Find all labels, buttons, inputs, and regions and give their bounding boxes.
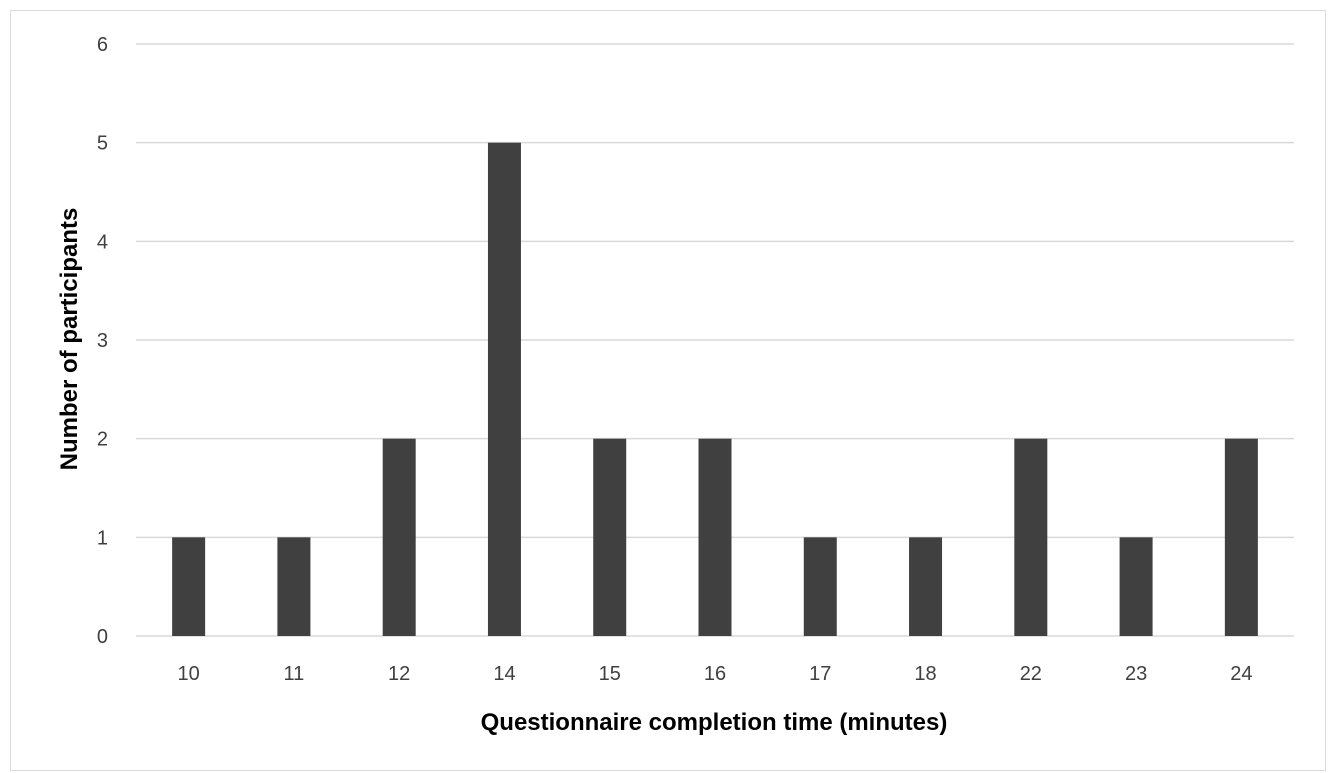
x-tick-labels: 10 11 12 14 15 16 17 18 22 23 24 <box>178 663 1253 685</box>
y-axis-title: Number of participants <box>56 208 83 471</box>
y-tick-labels: 0 1 2 3 4 5 6 <box>97 34 108 648</box>
y-tick-label: 6 <box>97 34 108 56</box>
x-tick-label: 10 <box>178 663 200 685</box>
x-tick-label: 14 <box>493 663 515 685</box>
bars <box>172 142 1258 636</box>
y-tick-label: 1 <box>97 527 108 549</box>
bar-15 <box>593 438 627 636</box>
y-tick-label: 5 <box>97 133 108 155</box>
x-tick-label: 17 <box>809 663 831 685</box>
chart-frame <box>10 10 1326 771</box>
x-tick-label: 11 <box>284 663 305 685</box>
x-tick-label: 16 <box>704 663 726 685</box>
x-tick-label: 12 <box>388 663 410 685</box>
x-tick-label: 18 <box>914 663 936 685</box>
x-tick-label: 23 <box>1125 663 1147 685</box>
x-tick-label: 22 <box>1020 663 1042 685</box>
x-tick-label: 15 <box>599 663 621 685</box>
bar-10 <box>172 537 206 636</box>
bar-24 <box>1224 438 1258 636</box>
bar-11 <box>277 537 311 636</box>
bar-22 <box>1014 438 1048 636</box>
y-tick-label: 0 <box>97 626 108 648</box>
x-tick-label: 24 <box>1230 663 1252 685</box>
bar-18 <box>909 537 943 636</box>
y-tick-label: 4 <box>97 231 108 253</box>
x-axis-title: Questionnaire completion time (minutes) <box>481 709 948 736</box>
gridlines <box>136 43 1294 637</box>
bar-23 <box>1119 537 1153 636</box>
bar-12 <box>382 438 416 636</box>
y-tick-label: 3 <box>97 330 108 352</box>
bar-16 <box>698 438 732 636</box>
y-tick-label: 2 <box>97 429 108 451</box>
bar-17 <box>803 537 837 636</box>
bar-14 <box>487 142 521 636</box>
